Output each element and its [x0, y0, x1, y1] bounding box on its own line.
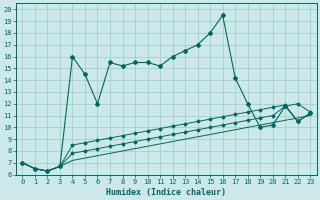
- X-axis label: Humidex (Indice chaleur): Humidex (Indice chaleur): [106, 188, 226, 197]
